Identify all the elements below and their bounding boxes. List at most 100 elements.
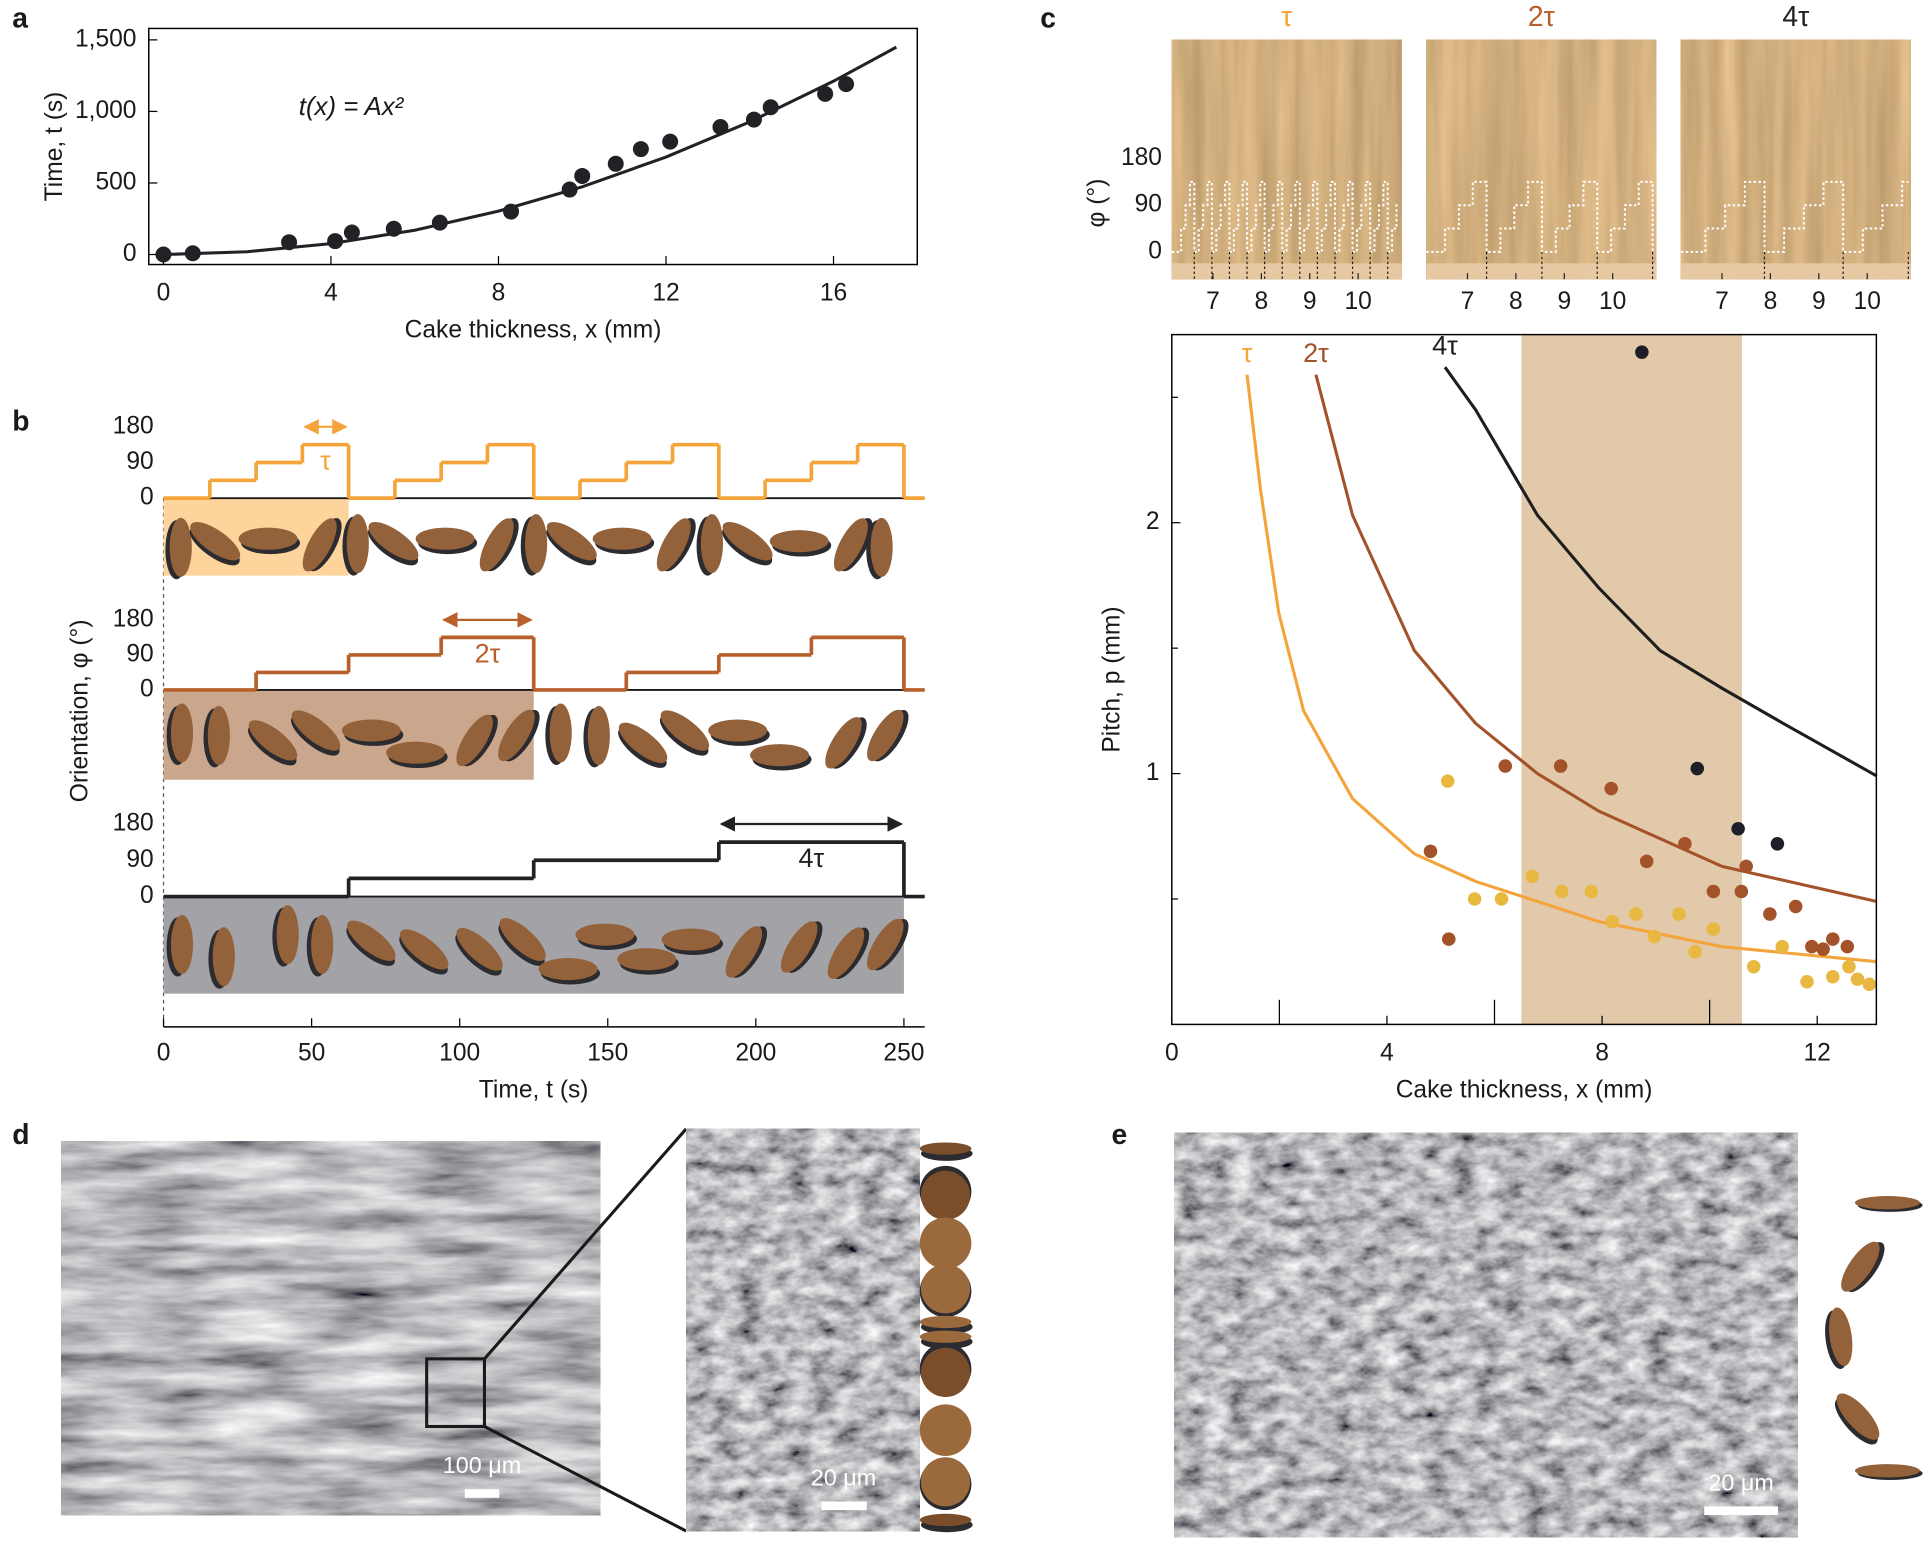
- fit-line: [1314, 374, 1878, 903]
- y-tick-label: 500: [95, 168, 136, 195]
- zoom-line: [483, 1127, 688, 1360]
- panel-label: c: [1040, 1, 1056, 33]
- photo-edge: [1171, 263, 1402, 280]
- photo-texture: [1680, 39, 1911, 280]
- x-tick-label: 10: [1854, 288, 1881, 315]
- data-point: [1605, 914, 1620, 929]
- x-tick-label: 8: [1764, 288, 1778, 315]
- zoom-box: [425, 1357, 486, 1429]
- x-tick-label: 9: [1812, 288, 1826, 315]
- data-point: [1498, 759, 1513, 773]
- data-point: [1629, 907, 1643, 921]
- y-axis-title: Orientation, φ (°): [67, 619, 94, 802]
- panel-label: d: [12, 1118, 29, 1150]
- x-tick-label: 200: [735, 1039, 776, 1066]
- panel-labels: a b c d e: [12, 1, 1127, 1149]
- x-axis-title: Time, t (s): [479, 1076, 589, 1103]
- x-tick-label: 12: [652, 280, 679, 307]
- data-point: [1688, 944, 1702, 959]
- curve-label: τ: [1242, 338, 1253, 368]
- period-label: 4τ: [799, 843, 825, 873]
- x-tick-label: 250: [883, 1039, 924, 1066]
- x-tick-label: 7: [1715, 288, 1729, 315]
- orientation-overlay: [1171, 180, 1400, 253]
- orientation-overlay: [1680, 180, 1909, 253]
- photo-title: 2τ: [1528, 0, 1555, 32]
- data-point: [1525, 869, 1539, 884]
- x-tick-label: 7: [1461, 288, 1475, 315]
- data-point: [1800, 975, 1814, 989]
- y-tick-label: 0: [140, 675, 154, 702]
- data-point: [1604, 781, 1618, 796]
- scale-bar-label: 20 μm: [811, 1465, 876, 1491]
- fit-line: [1245, 374, 1877, 964]
- x-tick-label: 150: [587, 1039, 628, 1066]
- data-point: [1734, 884, 1749, 899]
- sem-texture: [1174, 1132, 1798, 1538]
- data-point: [1826, 969, 1840, 984]
- x-tick-label: 7: [1206, 288, 1220, 315]
- data-point: [343, 224, 360, 241]
- data-point: [607, 155, 624, 172]
- data-point: [1678, 837, 1692, 851]
- x-tick-label: 0: [157, 280, 171, 307]
- data-point: [1647, 929, 1661, 944]
- curve-label: 4τ: [1432, 331, 1458, 361]
- photo-title: τ: [1281, 0, 1292, 32]
- y-axis-title: Pitch, p (mm): [1098, 606, 1125, 752]
- y-tick-label: 0: [140, 882, 154, 909]
- photo-texture: [1426, 39, 1657, 280]
- data-point: [1850, 972, 1865, 987]
- data-point: [1739, 859, 1753, 874]
- sem-texture: [686, 1128, 920, 1532]
- data-point: [1842, 959, 1856, 974]
- y-tick-label: 180: [113, 809, 154, 836]
- disk-column: [919, 1142, 973, 1533]
- zoom-line: [483, 1425, 687, 1533]
- data-point: [817, 85, 834, 102]
- y-tick-label: 180: [113, 605, 154, 632]
- y-tick-label: 0: [123, 240, 137, 267]
- x-tick-label: 10: [1344, 288, 1371, 315]
- orientation-overlay: [1426, 180, 1654, 253]
- y-tick-label: 90: [126, 846, 153, 873]
- y-tick-label: 1,500: [75, 25, 137, 52]
- y-tick-label: 90: [126, 640, 153, 667]
- curve-label: 2τ: [1303, 338, 1329, 368]
- y-tick-label: 180: [113, 412, 154, 439]
- data-point: [1826, 932, 1840, 946]
- data-point: [1763, 907, 1777, 921]
- x-tick-label: 8: [1595, 1039, 1609, 1066]
- fit-equation: t(x) = Ax²: [299, 93, 405, 121]
- plot-frame: [148, 27, 919, 266]
- data-point: [1788, 899, 1803, 914]
- photo-edge: [1680, 263, 1911, 280]
- data-point: [1423, 844, 1438, 859]
- data-point: [1690, 761, 1705, 776]
- data-point: [1775, 939, 1789, 954]
- data-point: [662, 133, 679, 150]
- y-tick-label: 0: [140, 484, 154, 511]
- data-point: [632, 141, 649, 158]
- x-tick-label: 4: [1380, 1039, 1394, 1066]
- x-tick-label: 100: [439, 1039, 480, 1066]
- y-tick-label: 180: [1121, 144, 1162, 171]
- data-point: [1746, 959, 1761, 974]
- fit-line: [163, 45, 898, 257]
- data-point: [1840, 939, 1855, 954]
- scale-bar: [821, 1501, 867, 1511]
- data-point: [1639, 854, 1654, 869]
- data-point: [1554, 884, 1569, 899]
- x-tick-label: 9: [1557, 288, 1571, 315]
- y-tick-label: 1: [1146, 759, 1160, 786]
- data-point: [1467, 892, 1482, 906]
- y-axis-title: Time, t (s): [41, 92, 68, 202]
- sem-image-e: 20 μm: [1174, 1132, 1923, 1538]
- data-point: [1862, 977, 1877, 992]
- x-tick-label: 12: [1804, 1039, 1831, 1066]
- period-label: 2τ: [475, 639, 501, 669]
- data-point: [1635, 345, 1649, 359]
